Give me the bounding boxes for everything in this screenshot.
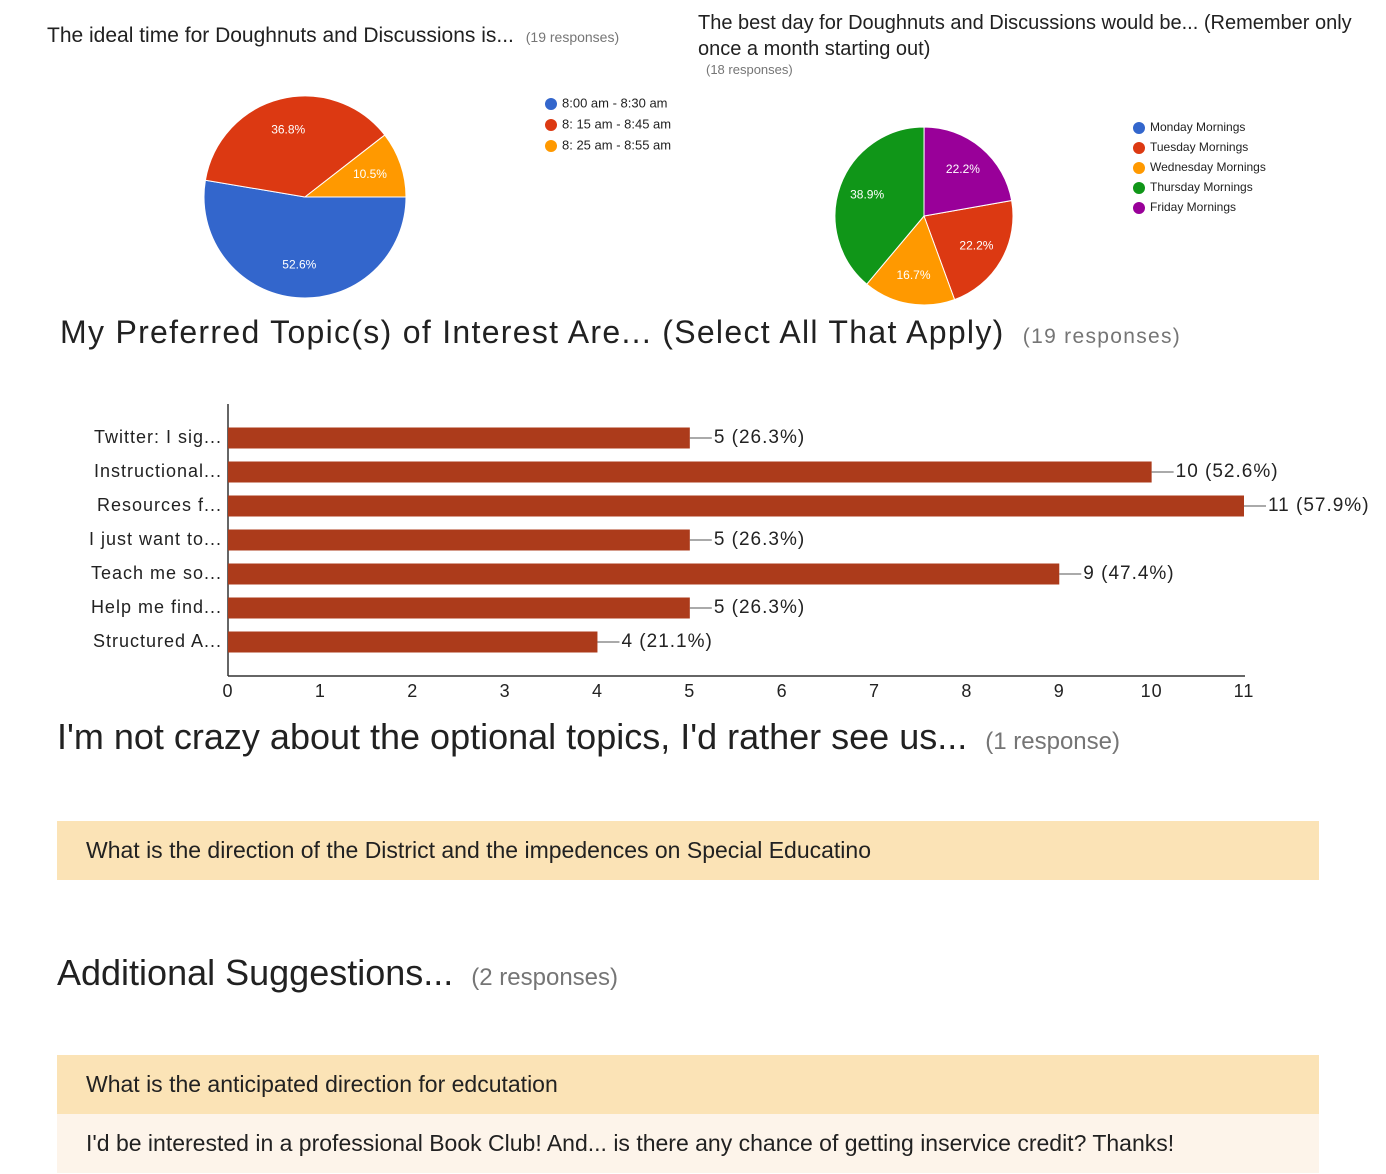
x-tick-label: 4 [592, 681, 603, 701]
pie-2-heading: The best day for Doughnuts and Discussio… [698, 10, 1358, 78]
legend-swatch [1133, 142, 1145, 154]
legend-label: Friday Mornings [1150, 200, 1236, 214]
charts: 52.6% 36.8% 10.5% 8:00 am - 8:30 am 8: 15 am… [89, 95, 1370, 701]
y-tick-label: Help me find... [91, 597, 222, 617]
pie-slice [923, 199, 1014, 301]
pie-slice [203, 179, 407, 299]
bar [228, 563, 1060, 585]
x-tick-label: 8 [961, 681, 972, 701]
section-title: I'm not crazy about the optional topics,… [57, 716, 968, 757]
bar-value-label: 5 (26.3%) [714, 529, 805, 550]
x-tick-label: 9 [1054, 681, 1065, 701]
bar-value-label: 11 (57.9%) [1268, 495, 1370, 516]
response: What is the anticipated direction for ed… [57, 1055, 1319, 1114]
legend-label: 8: 15 am - 8:45 am [562, 116, 671, 131]
legend-label: 8:00 am - 8:30 am [562, 95, 668, 110]
section-subtitle: (1 response) [985, 728, 1120, 755]
x-tick-label: 3 [500, 681, 511, 701]
y-tick-label: Resources f... [97, 495, 222, 515]
bar-value-label: 9 (47.4%) [1083, 563, 1174, 584]
y-tick-label: Teach me so... [91, 563, 222, 583]
bar-value-label: 5 (26.3%) [714, 427, 805, 448]
x-tick-label: 6 [777, 681, 788, 701]
x-tick-label: 1 [315, 681, 326, 701]
legend-swatch [545, 119, 557, 131]
legend-label: Thursday Mornings [1150, 180, 1253, 194]
slice-label: 52.6% [282, 258, 316, 272]
chart-subtitle: (19 responses) [1022, 325, 1182, 348]
bar [228, 597, 690, 619]
section-heading: Additional Suggestions... (2 responses) [57, 952, 618, 994]
bar [228, 427, 690, 449]
bar-value-label: 10 (52.6%) [1176, 461, 1279, 482]
bar [228, 529, 690, 551]
bar [228, 461, 1152, 483]
y-tick-label: Structured A... [93, 631, 222, 651]
bar-heading: My Preferred Topic(s) of Interest Are...… [60, 314, 1181, 351]
slice-label: 36.8% [271, 123, 305, 137]
bar-value-label: 5 (26.3%) [714, 597, 805, 618]
y-tick-label: Instructional... [94, 461, 222, 481]
y-tick-label: I just want to... [89, 529, 222, 549]
pie-slice [834, 126, 925, 285]
pie-slice [923, 126, 1013, 217]
chart-subtitle: (19 responses) [525, 29, 620, 45]
chart-title: The ideal time for Doughnuts and Discuss… [47, 24, 514, 47]
chart-subtitle: (18 responses) [706, 62, 793, 77]
legend-label: Tuesday Mornings [1150, 140, 1248, 154]
legend-swatch [545, 98, 557, 110]
x-tick-label: 0 [222, 681, 233, 701]
legend-swatch [1133, 202, 1145, 214]
response: What is the direction of the District an… [57, 821, 1319, 880]
response: I'd be interested in a professional Book… [57, 1114, 1319, 1173]
legend-label: Monday Mornings [1150, 120, 1245, 134]
bar [228, 495, 1244, 517]
x-tick-label: 10 [1141, 681, 1163, 701]
chart-title: My Preferred Topic(s) of Interest Are...… [60, 314, 1005, 350]
legend-swatch [1133, 122, 1145, 134]
section-title: Additional Suggestions... [57, 952, 454, 993]
slice-label: 16.7% [896, 268, 930, 282]
bar [228, 631, 598, 653]
x-tick-label: 5 [684, 681, 695, 701]
section-heading: I'm not crazy about the optional topics,… [57, 716, 1120, 758]
legend-label: 8: 25 am - 8:55 am [562, 137, 671, 152]
pie-1-heading: The ideal time for Doughnuts and Discuss… [47, 24, 619, 48]
slice-label: 38.9% [850, 187, 884, 201]
pie-slice [866, 215, 956, 306]
legend-swatch [1133, 182, 1145, 194]
pie-slice [204, 95, 386, 198]
x-tick-label: 11 [1234, 681, 1255, 701]
slice-label: 10.5% [353, 167, 387, 181]
chart-title: The best day for Doughnuts and Discussio… [698, 12, 1352, 60]
slice-label: 22.2% [959, 238, 993, 252]
x-tick-label: 2 [407, 681, 418, 701]
section-subtitle: (2 responses) [471, 964, 619, 991]
slice-label: 22.2% [946, 162, 980, 176]
x-tick-label: 7 [869, 681, 880, 701]
legend-swatch [545, 140, 557, 152]
bar-value-label: 4 (21.1%) [621, 631, 712, 652]
legend-swatch [1133, 162, 1145, 174]
legend-label: Wednesday Mornings [1150, 160, 1266, 174]
y-tick-label: Twitter: I sig... [94, 427, 222, 447]
pie-slice [303, 134, 407, 198]
